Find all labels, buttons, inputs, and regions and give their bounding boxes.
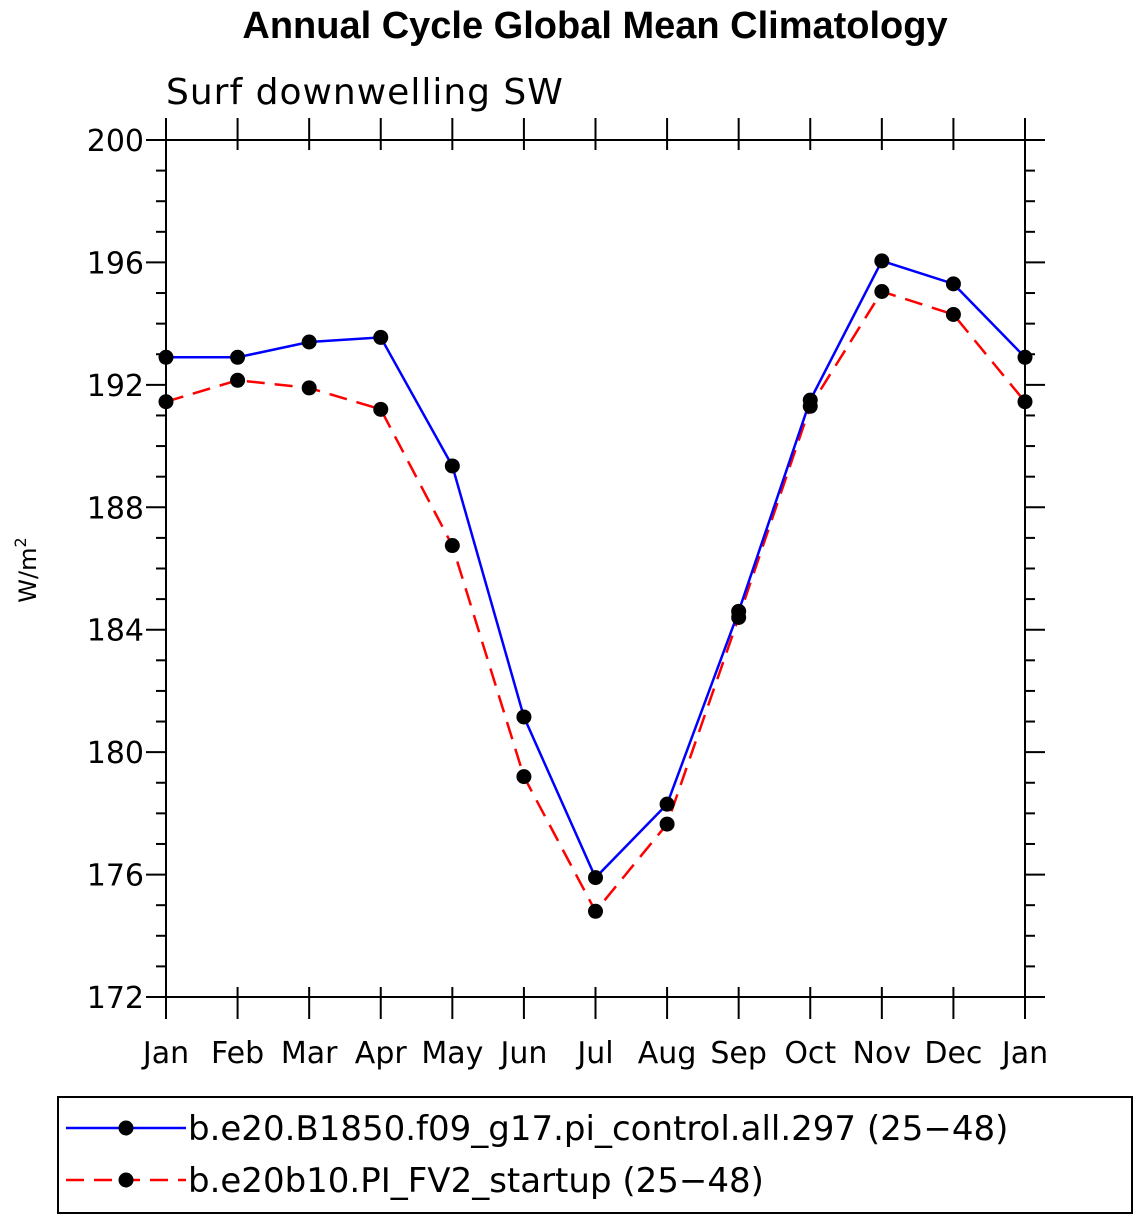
x-tick-label: Nov bbox=[853, 1036, 912, 1071]
data-point-series-2 bbox=[945, 306, 961, 322]
data-point-series-1 bbox=[373, 329, 389, 345]
y-tick-label: 200 bbox=[87, 124, 144, 159]
y-tick-label: 176 bbox=[87, 859, 144, 894]
x-tick-label: Feb bbox=[211, 1036, 264, 1071]
y-tick-label: 196 bbox=[87, 246, 144, 281]
legend-label-1: b.e20.B1850.f09_g17.pi_control.all.297 (… bbox=[188, 1109, 1008, 1149]
series-line-1 bbox=[166, 259, 1026, 880]
data-point-series-2 bbox=[373, 401, 389, 417]
data-point-series-2 bbox=[158, 394, 174, 410]
x-tick-label: Jul bbox=[575, 1036, 613, 1071]
x-tick-label: Jan bbox=[141, 1036, 189, 1071]
plot-frame bbox=[165, 139, 1026, 998]
data-point-series-1 bbox=[301, 334, 317, 350]
legend: b.e20.B1850.f09_g17.pi_control.all.297 (… bbox=[66, 1109, 1008, 1201]
x-tick-label: May bbox=[421, 1036, 483, 1071]
data-point-series-2 bbox=[516, 769, 532, 785]
data-point-series-2 bbox=[230, 372, 246, 388]
legend-marker-2 bbox=[118, 1172, 134, 1188]
data-point-series-1 bbox=[1017, 349, 1033, 365]
data-point-series-2 bbox=[1017, 394, 1033, 410]
data-point-series-1 bbox=[731, 603, 747, 619]
legend-box bbox=[57, 1096, 1133, 1214]
data-point-series-1 bbox=[444, 458, 460, 474]
y-tick-label: 180 bbox=[87, 736, 144, 771]
data-point-series-2 bbox=[301, 380, 317, 396]
x-tick-label: Apr bbox=[355, 1036, 408, 1071]
y-tick-label: 192 bbox=[87, 369, 144, 404]
series-line-2 bbox=[165, 290, 1026, 914]
y-axis-label-text: W/m bbox=[14, 547, 42, 602]
data-point-series-2 bbox=[588, 903, 603, 919]
x-tick-label: Aug bbox=[638, 1036, 697, 1071]
y-axis-label-superscript: 2 bbox=[11, 537, 30, 547]
x-tick-label: Mar bbox=[281, 1036, 338, 1071]
chart-subtitle: Surf downwelling SW bbox=[166, 72, 564, 113]
chart-title: Annual Cycle Global Mean Climatology bbox=[242, 5, 947, 47]
x-tick-label: Jan bbox=[1000, 1036, 1048, 1071]
y-tick-label: 188 bbox=[87, 491, 144, 526]
series-layer bbox=[158, 253, 1033, 919]
axes: 172 176 180 184 188 192 196 200 Jan Feb Mar Apr May J… bbox=[87, 118, 1048, 1071]
x-tick-label: Sep bbox=[710, 1036, 767, 1071]
data-point-series-1 bbox=[158, 349, 174, 365]
x-tick-label: Jun bbox=[498, 1036, 547, 1071]
data-point-series-2 bbox=[874, 284, 890, 300]
y-tick-label: 172 bbox=[87, 981, 144, 1016]
data-point-series-1 bbox=[230, 349, 246, 365]
data-point-series-1 bbox=[516, 709, 532, 725]
data-point-series-2 bbox=[659, 816, 675, 832]
data-point-series-1 bbox=[945, 276, 961, 292]
y-axis-label: W/m2 bbox=[11, 537, 42, 602]
data-point-series-1 bbox=[802, 392, 818, 408]
y-tick-label: 184 bbox=[87, 614, 144, 649]
data-point-series-1 bbox=[659, 796, 675, 812]
x-tick-label: Dec bbox=[924, 1036, 982, 1071]
legend-label-2: b.e20b10.PI_FV2_startup (25−48) bbox=[188, 1161, 764, 1201]
data-point-series-1 bbox=[588, 870, 603, 886]
data-point-series-2 bbox=[444, 538, 460, 554]
data-point-series-1 bbox=[874, 253, 890, 269]
x-tick-label: Oct bbox=[784, 1036, 836, 1071]
legend-marker-1 bbox=[118, 1120, 134, 1136]
